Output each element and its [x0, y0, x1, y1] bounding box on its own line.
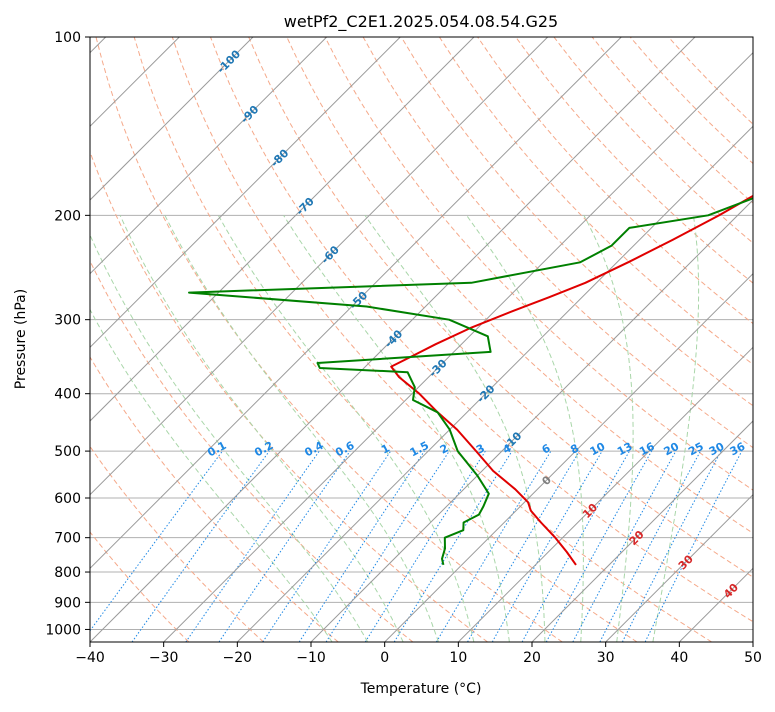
mixing-ratio-line [132, 451, 269, 642]
x-tick-label: 20 [523, 650, 541, 666]
isotherm-line [0, 37, 400, 642]
x-tick-label: −20 [223, 650, 253, 666]
profile-series [189, 37, 775, 565]
mixing-ratio-line [326, 451, 449, 642]
isotherm-line [164, 37, 769, 642]
y-tick-label: 900 [54, 595, 81, 611]
temperature-line [391, 37, 775, 565]
dry-adiabat [0, 37, 338, 642]
dry-adiabat [211, 37, 775, 642]
mixing-ratio-line [82, 451, 223, 642]
y-tick-label: 700 [54, 531, 81, 547]
isotherm-line [458, 37, 775, 642]
y-tick-label: 100 [54, 30, 81, 46]
isotherm-line [753, 37, 775, 642]
isotherm-label: 10 [580, 501, 600, 521]
mixing-ratio-label: 0.2 [252, 439, 275, 460]
dewpoint-line [189, 37, 775, 565]
y-tick-label: 1000 [45, 622, 81, 638]
mixing-ratio-label: 10 [588, 440, 608, 459]
mixing-ratio-label: 8 [568, 442, 581, 457]
x-tick-label: −30 [149, 650, 179, 666]
dry-adiabat [592, 37, 775, 642]
dry-adiabat [58, 37, 488, 642]
isotherm-line [237, 37, 775, 642]
y-tick-label: 400 [54, 387, 81, 403]
x-tick-label: 0 [380, 650, 389, 666]
mixing-ratio-label: 0.4 [302, 439, 326, 460]
mixing-ratio-label: 20 [662, 440, 682, 459]
y-tick-label: 800 [54, 565, 81, 581]
x-axis-ticks: −40 −30 −20 −10 0 10 20 30 40 50 [75, 642, 762, 666]
mixing-ratio-line [219, 451, 350, 642]
x-tick-label: 30 [597, 650, 615, 666]
isotherm-line [606, 37, 775, 642]
mixing-ratio-label: 0.6 [333, 439, 357, 460]
mixing-ratio-label: 0.1 [205, 439, 228, 460]
dry-adiabat [516, 37, 775, 642]
mixing-ratio-line [522, 451, 629, 642]
isotherm-line [0, 37, 474, 642]
y-tick-label: 500 [54, 444, 81, 460]
isotherm-label: -50 [347, 289, 370, 312]
dry-adiabat [20, 37, 413, 642]
mixing-ratio-label: 36 [728, 440, 748, 459]
x-axis-label: Temperature (°C) [360, 681, 482, 697]
plot-area: -100-90-80-70-60-50-40-30-20-10010203040… [0, 37, 775, 642]
x-tick-label: −40 [75, 650, 105, 666]
moist-adiabat [653, 215, 699, 642]
isotherm-line [679, 37, 775, 642]
y-axis-ticks: 100 200 300 400 500 600 700 800 900 1000 [45, 30, 90, 638]
dry-adiabat [363, 37, 775, 642]
dry-adiabat [554, 37, 775, 642]
x-tick-label: 50 [744, 650, 762, 666]
x-tick-label: 40 [670, 650, 688, 666]
mixing-ratio-line [645, 451, 742, 642]
chart-title: wetPf2_C2E1.2025.054.08.54.G25 [284, 12, 558, 32]
y-axis-label: Pressure (hPa) [13, 289, 29, 389]
mixing-ratio-label: 13 [615, 440, 635, 459]
y-tick-label: 300 [54, 313, 81, 329]
mixing-ratio-line [573, 451, 676, 642]
mixing-ratio-label: 6 [540, 441, 553, 456]
moist-adiabat [120, 215, 403, 642]
mixing-ratio-label: 30 [707, 440, 727, 459]
isotherm-line [0, 37, 327, 642]
moist-adiabat [82, 215, 368, 642]
isotherm-label: -100 [215, 47, 244, 76]
mixing-ratio-line [263, 451, 391, 642]
dry-adiabat [172, 37, 711, 642]
mixing-ratio-label: 16 [637, 440, 657, 459]
isobar-gridlines [90, 37, 753, 629]
y-tick-label: 600 [54, 491, 81, 507]
mixing-ratio-label: 25 [686, 440, 706, 459]
mixing-ratio-line [600, 451, 701, 642]
dry-adiabat [0, 37, 264, 642]
isotherm-line [532, 37, 775, 642]
y-tick-label: 200 [54, 208, 81, 224]
mixing-ratio-line [394, 451, 512, 642]
mixing-ratio-label: 3 [474, 442, 487, 457]
mixing-ratio-lines [82, 451, 742, 642]
mixing-ratio-label: 1.5 [408, 439, 431, 460]
x-tick-label: 10 [449, 650, 467, 666]
x-tick-label: −10 [296, 650, 326, 666]
moist-adiabat [218, 215, 474, 642]
isotherm-line [0, 37, 253, 642]
dry-adiabat [668, 37, 775, 642]
mixing-ratio-label: 1 [379, 442, 392, 457]
